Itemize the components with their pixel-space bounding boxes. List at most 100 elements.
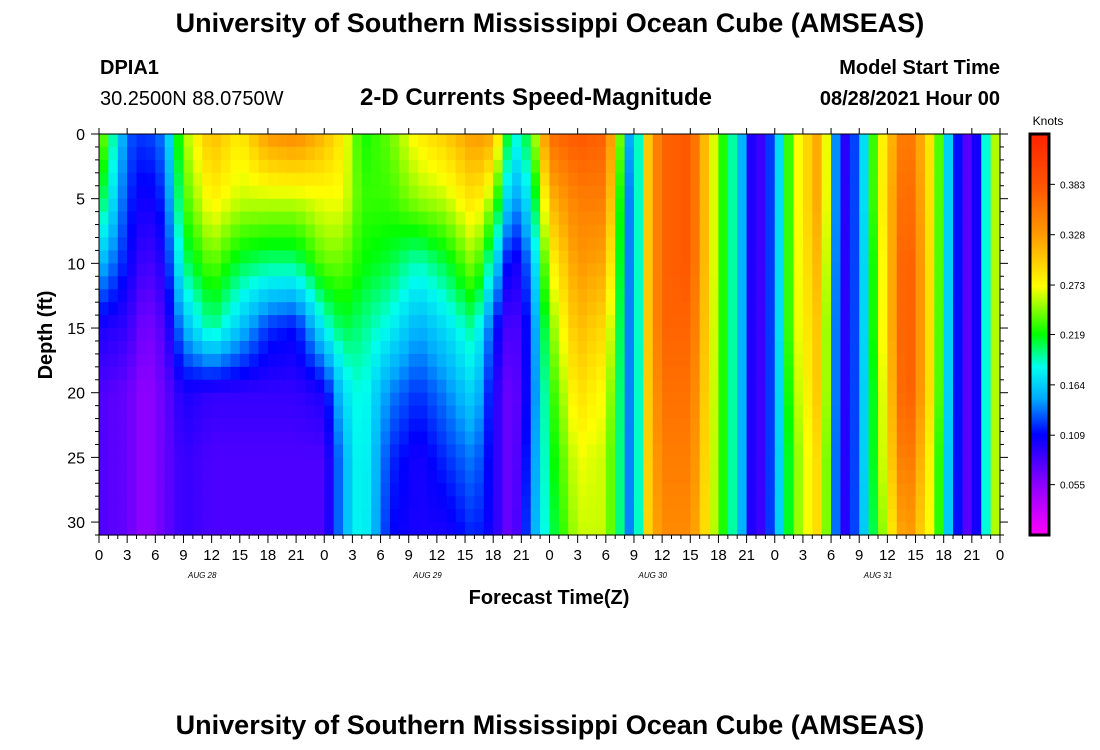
heatmap-cell (605, 496, 616, 510)
heatmap-cell (643, 315, 654, 329)
heatmap-cell (577, 315, 588, 329)
heatmap-cell (587, 159, 598, 174)
heatmap-cell (690, 366, 701, 381)
heatmap-cell (296, 418, 307, 433)
heatmap-cell (765, 146, 776, 161)
heatmap-cell (831, 483, 842, 497)
heatmap-cell (840, 405, 851, 420)
heatmap-cell (361, 224, 372, 239)
heatmap-cell (990, 237, 1001, 252)
heatmap-cell (699, 431, 710, 446)
heatmap-cell (211, 496, 222, 510)
heatmap-cell (643, 431, 654, 446)
heatmap-cell (117, 134, 128, 148)
heatmap-cell (164, 379, 175, 394)
heatmap-cell (849, 276, 860, 290)
heatmap-cell (483, 522, 494, 536)
heatmap-cell (727, 483, 738, 497)
heatmap-cell (380, 457, 391, 471)
heatmap-cell (633, 405, 644, 420)
heatmap-cell (924, 134, 935, 148)
heatmap-cell (408, 159, 419, 174)
heatmap-cell (380, 315, 391, 329)
heatmap-cell (211, 483, 222, 497)
heatmap-cell (868, 418, 879, 433)
heatmap-cell (192, 483, 203, 497)
heatmap-cell (624, 431, 635, 446)
heatmap-cell (812, 470, 823, 484)
heatmap-cell (981, 237, 992, 252)
heatmap-cell (314, 392, 325, 407)
heatmap-cell (596, 198, 607, 213)
heatmap-cell (221, 315, 231, 329)
heatmap-cell (953, 134, 964, 148)
heatmap-cell (558, 328, 569, 342)
heatmap-cell (915, 379, 926, 394)
heatmap-cell (662, 172, 673, 187)
heatmap-cell (296, 237, 307, 252)
heatmap-cell (990, 405, 1001, 420)
heatmap-cell (502, 250, 513, 264)
heatmap-cell (699, 496, 710, 510)
heatmap-cell (305, 405, 316, 420)
heatmap-cell (211, 509, 222, 523)
heatmap-cell (709, 392, 720, 407)
heatmap-cell (136, 328, 147, 342)
heatmap-cell (399, 211, 410, 226)
heatmap-cell (465, 418, 476, 433)
heatmap-cell (633, 328, 644, 342)
colorbar-tick-label: 0.219 (1060, 331, 1085, 342)
heatmap-cell (361, 328, 372, 342)
heatmap-cell (990, 302, 1001, 316)
heatmap-cell (831, 392, 842, 407)
heatmap-cell (511, 483, 522, 497)
heatmap-cell (521, 224, 532, 239)
heatmap-cell (849, 340, 860, 355)
heatmap-cell (286, 302, 297, 316)
heatmap-cell (821, 289, 832, 303)
heatmap-cell (192, 224, 203, 239)
heatmap-cell (117, 457, 128, 471)
heatmap-cell (934, 146, 945, 161)
heatmap-cell (859, 263, 870, 277)
heatmap-cell (652, 340, 663, 355)
heatmap-cell (774, 379, 785, 394)
heatmap-cell (202, 522, 213, 536)
heatmap-cell (145, 457, 156, 471)
heatmap-cell (483, 470, 494, 484)
heatmap-cell (371, 302, 382, 316)
heatmap-cell (164, 276, 175, 290)
heatmap-cell (343, 159, 354, 174)
heatmap-cell (474, 276, 485, 290)
heatmap-cell (962, 276, 973, 290)
heatmap-cell (877, 522, 888, 536)
heatmap-cell (718, 405, 729, 420)
heatmap-cell (108, 405, 119, 420)
heatmap-cell (436, 289, 447, 303)
heatmap-cell (183, 276, 194, 290)
heatmap-cell (821, 496, 832, 510)
heatmap-cell (784, 237, 795, 252)
heatmap-cell (521, 470, 532, 484)
heatmap-cell (784, 263, 795, 277)
heatmap-cell (643, 483, 654, 497)
heatmap-cell (615, 237, 626, 252)
heatmap-cell (352, 250, 363, 264)
heatmap-cell (371, 431, 382, 446)
heatmap-cell (671, 509, 682, 523)
x-tick-label: 18 (260, 547, 277, 564)
heatmap-cell (267, 444, 278, 458)
heatmap-cell (615, 224, 626, 239)
heatmap-cell (849, 263, 860, 277)
heatmap-cell (774, 444, 785, 458)
heatmap-cell (746, 379, 757, 394)
heatmap-cell (840, 353, 851, 368)
heatmap-cell (587, 185, 598, 200)
heatmap-cell (502, 302, 513, 316)
heatmap-cell (314, 353, 325, 368)
heatmap-cell (896, 211, 907, 226)
heatmap-cell (249, 353, 260, 368)
heatmap-cell (605, 379, 616, 394)
heatmap-cell (361, 289, 372, 303)
x-tick-label: 15 (907, 547, 924, 564)
